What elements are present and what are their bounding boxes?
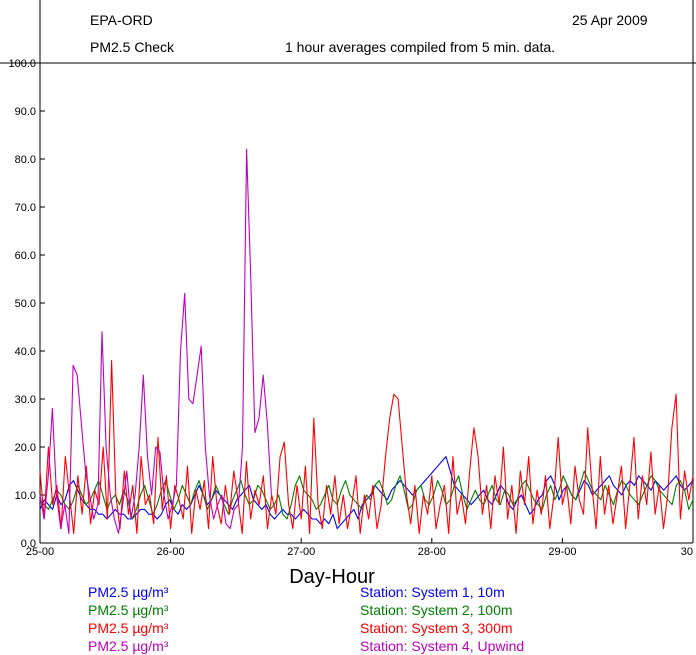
y-tick-label: 10.0: [15, 490, 36, 502]
x-axis-label: Day-Hour: [289, 566, 375, 588]
legend-parameter: PM2.5 µg/m³: [88, 620, 169, 636]
y-tick-label: 90.0: [15, 106, 36, 118]
y-tick-label: 100.0: [8, 58, 36, 70]
series-line-3: [39, 360, 694, 534]
legend-station: Station: System 2, 100m: [360, 602, 513, 618]
y-tick-label: 40.0: [15, 346, 36, 358]
x-tick-label: 28-00: [418, 546, 446, 558]
report-date: 25 Apr 2009: [572, 12, 648, 28]
pm25-chart: 0.0 10.0 20.0 30.0 40.0 50.0 60.0 70.0 80.0 90.0 1…: [0, 0, 696, 588]
legend: PM2.5 µg/m³ Station: System 1, 10m PM2.5 µ…: [0, 583, 696, 655]
legend-station: Station: System 3, 300m: [360, 620, 513, 636]
site-label: EPA-ORD: [90, 12, 153, 28]
legend-station: Station: System 4, Upwind: [360, 638, 525, 654]
legend-parameter: PM2.5 µg/m³: [88, 584, 169, 600]
legend-station: Station: System 1, 10m: [360, 584, 505, 600]
y-tick-label: 50.0: [15, 298, 36, 310]
x-tick-label: 25-00: [26, 546, 54, 558]
y-tick-label: 30.0: [15, 394, 36, 406]
legend-parameter: PM2.5 µg/m³: [88, 602, 169, 618]
y-tick-label: 20.0: [15, 442, 36, 454]
series-line-2: [39, 470, 694, 520]
y-tick-label: 0.0: [21, 538, 36, 550]
x-tick-label: 27-00: [287, 546, 315, 558]
x-tick-label: 30: [681, 546, 693, 558]
series-line-4: [39, 148, 272, 534]
legend-parameter: PM2.5 µg/m³: [88, 638, 169, 654]
y-tick-label: 70.0: [15, 202, 36, 214]
series-line-1: [39, 456, 694, 530]
y-tick-label: 60.0: [15, 250, 36, 262]
x-tick-label: 26-00: [157, 546, 185, 558]
y-tick-label: 80.0: [15, 154, 36, 166]
averaging-note: 1 hour averages compiled from 5 min. dat…: [285, 39, 556, 55]
x-tick-label: 29-00: [548, 546, 576, 558]
parameter-check-label: PM2.5 Check: [90, 39, 175, 55]
